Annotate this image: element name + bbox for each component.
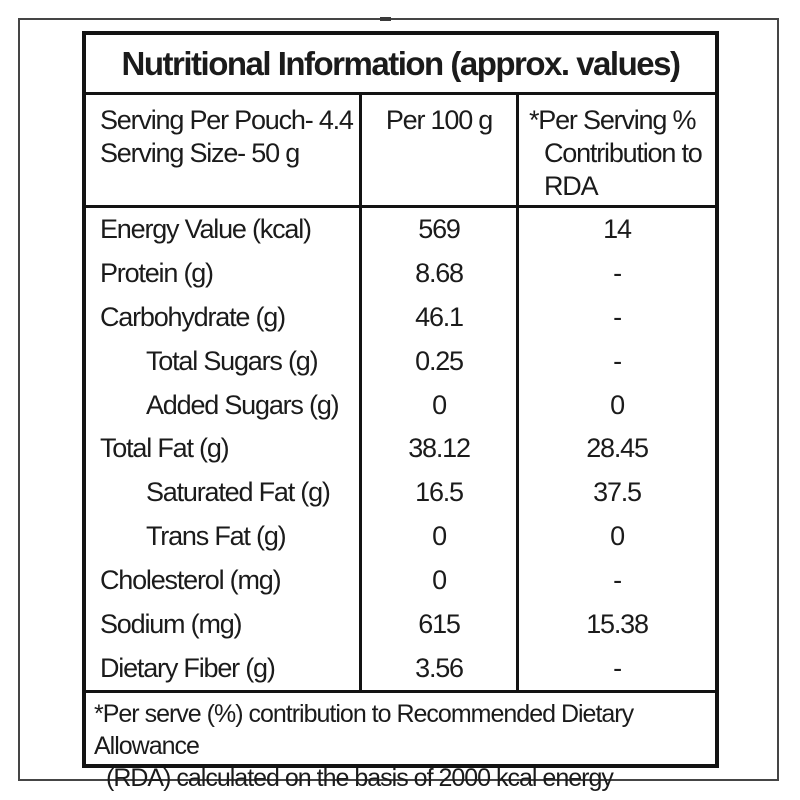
rda-value: - <box>613 258 622 289</box>
rda-value: 14 <box>603 214 632 245</box>
frame-tick-mark <box>380 17 391 21</box>
table-row: Cholesterol (mg) 0 - <box>86 558 715 603</box>
table-footnote: *Per serve (%) contribution to Recommend… <box>86 690 715 792</box>
rda-value: - <box>613 302 622 333</box>
table-row: Trans Fat (g) 0 0 <box>86 514 715 559</box>
rda-value: - <box>613 652 622 683</box>
table-row: Energy Value (kcal) 569 14 <box>86 208 715 252</box>
nutrient-label: Sodium (mg) <box>100 608 243 639</box>
per-100g-value: 0 <box>359 514 519 559</box>
serving-per-pouch: Serving Per Pouch- 4.4 <box>100 105 354 135</box>
per-100g-value: 615 <box>359 602 519 647</box>
rda-value: - <box>613 345 622 376</box>
table-row: Total Fat (g) 38.12 28.45 <box>86 427 715 471</box>
table-header-row: Serving Per Pouch- 4.4 Serving Size- 50 … <box>86 95 715 208</box>
rda-value: - <box>613 564 622 595</box>
table-row: Added Sugars (g) 0 0 <box>86 383 715 428</box>
rda-value: 37.5 <box>593 477 642 508</box>
per-100g-value: 0.25 <box>359 339 519 384</box>
table-row: Saturated Fat (g) 16.5 37.5 <box>86 470 715 515</box>
header-per-100g-cell: Per 100 g <box>359 95 519 205</box>
table-title: Nutritional Information (approx. values) <box>86 35 715 95</box>
nutrient-label: Total Sugars (g) <box>146 345 319 376</box>
nutrient-label: Cholesterol (mg) <box>100 564 282 595</box>
rda-header-line2: Contribution to <box>544 138 703 168</box>
table-row: Sodium (mg) 615 15.38 <box>86 602 715 647</box>
footnote-line2: (RDA) calculated on the basis of 2000 kc… <box>106 764 614 792</box>
nutrient-label: Protein (g) <box>100 258 214 289</box>
per-100g-value: 8.68 <box>359 251 519 296</box>
rda-value: 28.45 <box>586 433 649 464</box>
per-100g-value: 46.1 <box>359 295 519 340</box>
per-100g-value: 0 <box>359 383 519 428</box>
nutrient-label: Saturated Fat (g) <box>146 477 331 508</box>
per-100g-value: 0 <box>359 558 519 603</box>
table-row: Dietary Fiber (g) 3.56 - <box>86 646 715 690</box>
nutrient-label: Carbohydrate (g) <box>100 302 286 333</box>
per-100g-value: 38.12 <box>359 427 519 471</box>
nutrient-label: Dietary Fiber (g) <box>100 652 276 683</box>
table-row: Carbohydrate (g) 46.1 - <box>86 295 715 340</box>
nutrient-label: Added Sugars (g) <box>146 389 340 420</box>
footnote-line1: *Per serve (%) contribution to Recommend… <box>94 700 634 760</box>
header-rda-cell: *Per Serving % Contribution to RDA <box>519 95 715 205</box>
per-100g-value: 3.56 <box>359 646 519 690</box>
nutrition-table: Nutritional Information (approx. values)… <box>82 31 719 792</box>
rda-value: 15.38 <box>586 608 649 639</box>
table-row: Protein (g) 8.68 - <box>86 251 715 296</box>
nutrient-label: Total Fat (g) <box>100 433 230 464</box>
per-100g-value: 569 <box>359 208 519 252</box>
per-100g-value: 16.5 <box>359 470 519 515</box>
nutrient-label: Trans Fat (g) <box>146 521 287 552</box>
table-row: Total Sugars (g) 0.25 - <box>86 339 715 384</box>
nutrition-rows: Energy Value (kcal) 569 14 Protein (g) 8… <box>86 208 715 690</box>
rda-header-line1: *Per Serving % <box>529 105 696 135</box>
header-serving-cell: Serving Per Pouch- 4.4 Serving Size- 50 … <box>86 95 359 205</box>
serving-size: Serving Size- 50 g <box>100 138 300 168</box>
rda-value: 0 <box>610 521 625 552</box>
rda-value: 0 <box>610 389 625 420</box>
rda-header-line3: RDA <box>544 171 599 201</box>
nutrient-label: Energy Value (kcal) <box>100 214 312 245</box>
